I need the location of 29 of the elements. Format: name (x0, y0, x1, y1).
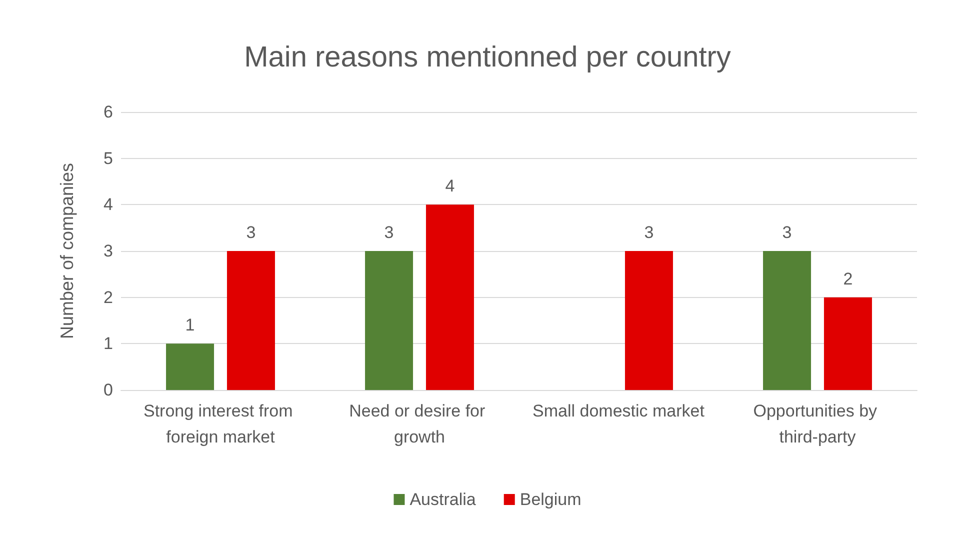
bar (365, 251, 414, 390)
bar (624, 251, 673, 390)
y-tick-label: 0 (104, 380, 113, 400)
y-tick-label: 1 (104, 334, 113, 354)
bar (226, 251, 275, 390)
data-label: 2 (843, 269, 853, 288)
bar (426, 204, 474, 390)
bar (763, 251, 812, 390)
x-tick-label: Small domestic market (532, 402, 705, 420)
bar (824, 297, 872, 390)
y-axis-title: Number of companies (57, 162, 77, 340)
data-label: 3 (782, 223, 792, 242)
bar (166, 344, 214, 390)
legend-label: Belgium (520, 490, 582, 509)
data-label: 3 (644, 223, 654, 242)
chart-title: Main reasons mentionned per country (244, 42, 732, 74)
legend-label: Australia (410, 490, 476, 509)
y-tick-label: 3 (104, 242, 113, 260)
data-label: 3 (246, 223, 256, 242)
data-label: 1 (185, 316, 195, 335)
x-tick-label: Opportunities by third-party (753, 402, 882, 446)
data-label: 4 (445, 176, 455, 196)
y-tick-label: 2 (104, 288, 113, 307)
y-tick-label: 5 (104, 148, 113, 168)
y-tick-label: 4 (104, 195, 113, 214)
y-tick-label: 6 (104, 102, 113, 122)
x-tick-label: Need or desire for growth (349, 402, 490, 446)
x-tick-label: Strong interest from foreign market (143, 402, 298, 446)
data-label: 3 (384, 223, 394, 242)
